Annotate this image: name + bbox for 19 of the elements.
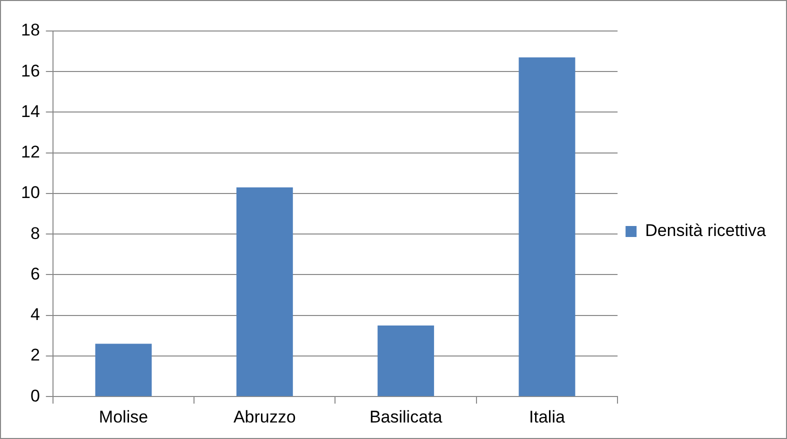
- bar: [378, 326, 434, 396]
- bar: [95, 344, 152, 396]
- bar: [236, 187, 293, 396]
- y-tick-label: 8: [30, 224, 40, 243]
- bar: [518, 57, 576, 396]
- y-tick-label: 14: [20, 102, 40, 121]
- y-tick-label: 18: [20, 20, 40, 40]
- y-tick-label: 0: [30, 386, 40, 406]
- y-tick-label: 4: [30, 305, 40, 324]
- y-tick-label: 12: [20, 142, 40, 162]
- x-tick-label: Italia: [529, 407, 566, 426]
- legend-label: Densità ricettiva: [645, 221, 767, 240]
- x-tick-label: Basilicata: [369, 407, 443, 426]
- x-tick-label: Molise: [98, 407, 148, 426]
- y-tick-label: 10: [20, 183, 40, 202]
- y-tick-label: 2: [30, 346, 40, 365]
- y-tick-label: 6: [30, 264, 40, 284]
- x-tick-label: Abruzzo: [233, 407, 296, 426]
- y-tick-label: 16: [20, 61, 40, 80]
